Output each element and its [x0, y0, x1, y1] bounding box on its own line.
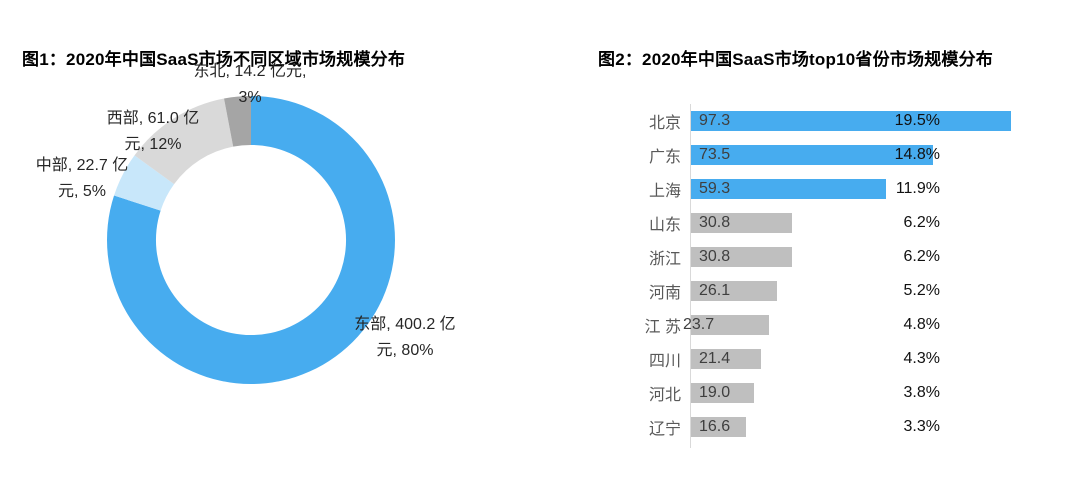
bar-category-label: 辽宁	[648, 421, 681, 438]
bar-fill	[691, 179, 886, 199]
bar-chart: 北京 97.3 19.5% 广东 73.5 14.8% 上海 59.3 11.9% 山东 30.8 6…	[560, 104, 1080, 444]
pie-data-label-line: 东北, 14.2 亿元,	[193, 63, 307, 80]
bar-category-label: 浙江	[648, 251, 681, 268]
pie-data-label-line: 元, 80%	[376, 342, 434, 359]
pie-data-label-line: 西部, 61.0 亿	[106, 110, 200, 127]
bar-row: 广东 73.5 14.8%	[560, 138, 1080, 172]
pie-data-label-line: 元, 5%	[57, 183, 107, 200]
bar-track: 30.8 6.2%	[690, 240, 1020, 274]
bar-category-label: 广东	[648, 149, 681, 166]
pie-data-label-line: 3%	[238, 89, 262, 106]
bar-percent-label: 4.3%	[903, 350, 940, 367]
bar-percent-label: 6.2%	[903, 214, 940, 231]
bar-track: 30.8 6.2%	[690, 206, 1020, 240]
bar-track: 97.3 19.5%	[690, 104, 1020, 138]
bar-percent-label: 19.5%	[894, 112, 940, 129]
bar-value-label: 59.3	[699, 180, 731, 197]
pie-slice	[114, 155, 175, 211]
bar-chart-axis-line	[690, 104, 691, 448]
bar-track: 73.5 14.8%	[690, 138, 1020, 172]
bar-category-label: 上海	[648, 183, 681, 200]
bar-value-label: 73.5	[699, 146, 731, 163]
bar-category-label: 江 苏	[644, 319, 681, 336]
bar-row: 河北 19.0 3.8%	[560, 376, 1080, 410]
bar-value-label: 30.8	[699, 248, 731, 265]
bar-category-label: 山东	[648, 217, 681, 234]
bar-percent-label: 4.8%	[903, 316, 940, 333]
bar-fill	[691, 417, 746, 437]
bar-value-label: 23.7	[683, 316, 715, 333]
bar-value-label: 30.8	[699, 214, 731, 231]
pie-data-label-xibu: 西部, 61.0 亿 元, 12%	[107, 106, 199, 158]
bar-row: 四川 21.4 4.3%	[560, 342, 1080, 376]
bar-track: 16.6 3.3%	[690, 410, 1020, 444]
bar-percent-label: 5.2%	[903, 282, 940, 299]
bar-track: 19.0 3.8%	[690, 376, 1020, 410]
bar-category-label: 四川	[648, 353, 681, 370]
bar-category-label: 北京	[648, 115, 681, 132]
bar-value-label: 26.1	[699, 282, 731, 299]
figure1-title: 图1：2020年中国SaaS市场不同区域市场规模分布	[22, 50, 406, 70]
pie-slice	[106, 96, 395, 384]
donut-chart	[106, 96, 395, 384]
bar-category-label: 河南	[648, 285, 681, 302]
bar-fill	[691, 247, 793, 267]
bar-percent-label: 3.8%	[903, 384, 940, 401]
bar-fill	[691, 383, 754, 403]
bar-fill	[691, 145, 933, 165]
pie-slice	[134, 98, 234, 185]
bar-row: 河南 26.1 5.2%	[560, 274, 1080, 308]
bar-value-label: 21.4	[699, 350, 731, 367]
pie-data-label-line: 中部, 22.7 亿	[35, 157, 129, 174]
figure1-donut-chart-region: 图1：2020年中国SaaS市场不同区域市场规模分布 东部, 400.2 亿 元…	[22, 50, 456, 384]
donut-chart-svg	[106, 96, 395, 384]
bar-fill	[691, 315, 769, 335]
bar-row: 上海 59.3 11.9%	[560, 172, 1080, 206]
figure2-bar-chart-region: 图2：2020年中国SaaS市场top10省份市场规模分布 北京 97.3 19.5…	[560, 0, 1080, 478]
bar-percent-label: 6.2%	[903, 248, 940, 265]
pie-data-label-zhongbu: 中部, 22.7 亿 元, 5%	[36, 153, 128, 205]
bar-row: 江 苏 23.7 4.8%	[560, 308, 1080, 342]
pie-data-label-dongbei: 东北, 14.2 亿元, 3%	[194, 59, 307, 111]
figure2-title: 图2：2020年中国SaaS市场top10省份市场规模分布	[598, 50, 993, 70]
bar-fill	[691, 111, 1011, 131]
pie-data-label-line: 元, 12%	[124, 136, 182, 153]
bar-percent-label: 11.9%	[895, 180, 940, 197]
bar-row: 山东 30.8 6.2%	[560, 206, 1080, 240]
bar-fill	[691, 213, 793, 233]
bar-track: 23.7 4.8%	[683, 308, 1020, 342]
pie-data-label-line: 东部, 400.2 亿	[354, 316, 456, 333]
bar-row: 北京 97.3 19.5%	[560, 104, 1080, 138]
bar-value-label: 97.3	[699, 112, 731, 129]
bar-percent-label: 3.3%	[903, 418, 940, 435]
bar-row: 浙江 30.8 6.2%	[560, 240, 1080, 274]
bar-category-label: 河北	[648, 387, 681, 404]
bar-row: 辽宁 16.6 3.3%	[560, 410, 1080, 444]
bar-track: 59.3 11.9%	[690, 172, 1020, 206]
bar-fill	[691, 281, 777, 301]
bar-track: 26.1 5.2%	[690, 274, 1020, 308]
pie-data-label-dongbu: 东部, 400.2 亿 元, 80%	[354, 312, 455, 364]
pie-slice	[224, 96, 251, 147]
bar-value-label: 16.6	[699, 418, 731, 435]
bar-value-label: 19.0	[699, 384, 731, 401]
bar-percent-label: 14.8%	[894, 146, 940, 163]
bar-track: 21.4 4.3%	[690, 342, 1020, 376]
bar-fill	[691, 349, 762, 369]
